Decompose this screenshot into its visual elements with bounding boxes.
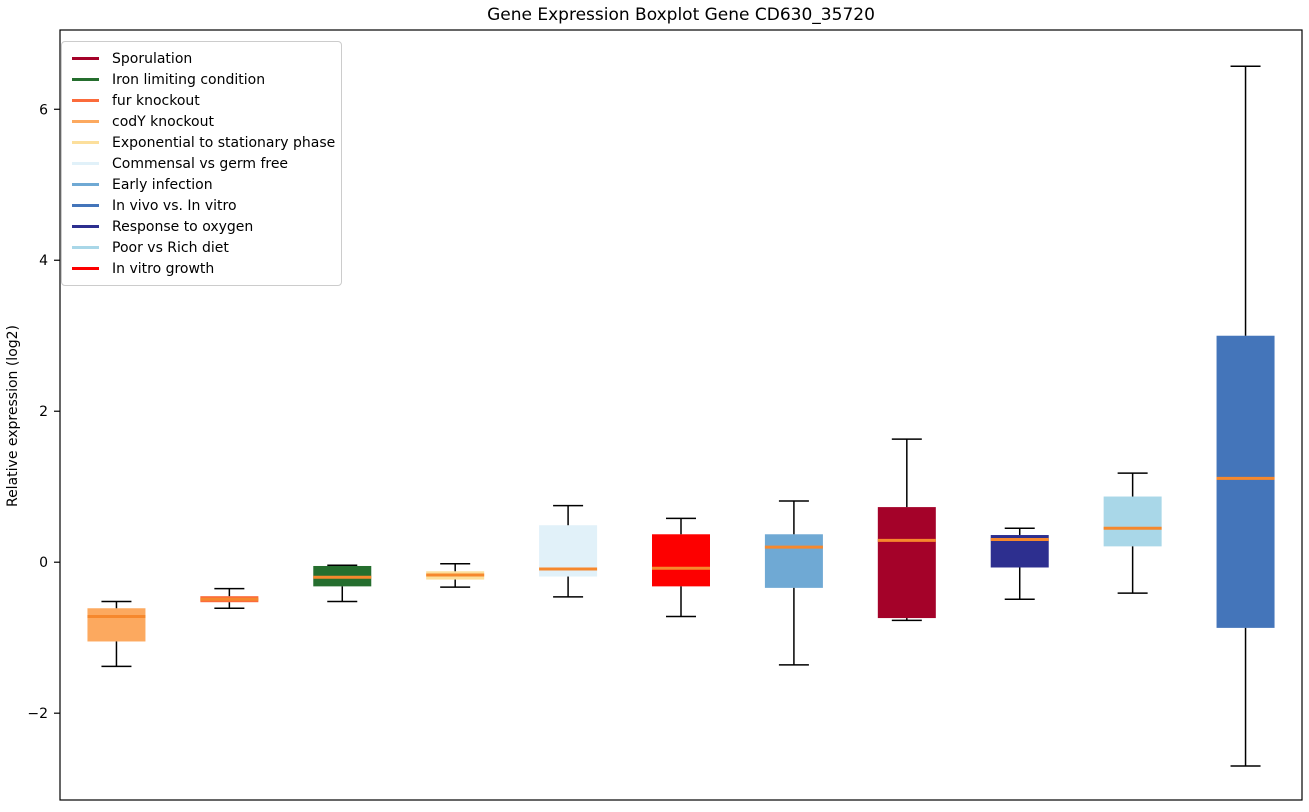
legend-item-exponential-to-stationary-phase: Exponential to stationary phase <box>72 132 335 153</box>
legend-color-swatch <box>72 225 99 228</box>
legend-label: In vitro growth <box>112 260 215 277</box>
legend-color-swatch <box>72 204 99 207</box>
box-early-infection <box>764 534 823 588</box>
box-poor-vs-rich-diet <box>1103 496 1162 547</box>
y-tick-label: 6 <box>39 102 48 118</box>
legend-label: Early infection <box>112 176 213 193</box>
y-tick-label: 0 <box>39 555 48 571</box>
legend-color-swatch <box>72 57 99 60</box>
legend-item-iron-limiting-condition: Iron limiting condition <box>72 69 331 90</box>
legend-color-swatch <box>72 99 99 102</box>
legend-item-in-vitro-growth: In vitro growth <box>72 258 331 279</box>
legend-label: Response to oxygen <box>112 218 254 235</box>
legend-color-swatch <box>72 78 99 81</box>
legend-label: Iron limiting condition <box>112 71 266 88</box>
chart-title: Gene Expression Boxplot Gene CD630_35720 <box>487 5 875 25</box>
legend-color-swatch <box>72 162 99 165</box>
axes-frame <box>59 29 1303 801</box>
y-tick-label: −2 <box>27 706 48 722</box>
legend-item-commensal-vs-germ-free: Commensal vs germ free <box>72 153 331 174</box>
legend-label: Exponential to stationary phase <box>112 134 336 151</box>
legend-item-cody-knockout: codY knockout <box>72 111 331 132</box>
box-in-vitro-growth <box>652 534 710 587</box>
legend-color-swatch <box>72 267 99 270</box>
legend-color-swatch <box>72 246 99 249</box>
legend-item-poor-vs-rich-diet: Poor vs Rich diet <box>72 237 331 258</box>
box-cody-knockout <box>87 608 146 642</box>
legend-box: Sporulation Iron limiting condition fur kn… <box>61 41 342 286</box>
y-tick-label: 2 <box>39 404 48 420</box>
legend-color-swatch <box>72 183 99 186</box>
legend-label: Poor vs Rich diet <box>112 239 229 256</box>
y-axis-label: Relative expression (log2) <box>5 324 21 508</box>
legend-color-swatch <box>72 120 99 123</box>
legend-label: codY knockout <box>112 113 214 130</box>
legend-item-response-to-oxygen: Response to oxygen <box>72 216 331 237</box>
legend-label: In vivo vs. In vitro <box>112 197 237 214</box>
box-sporulation <box>877 507 936 619</box>
legend-item-fur-knockout: fur knockout <box>72 90 331 111</box>
legend-label: Commensal vs germ free <box>112 155 289 172</box>
legend-label: Sporulation <box>112 50 193 67</box>
box-in-vivo-vs-in-vitro <box>1216 335 1275 628</box>
y-tick-label: 4 <box>39 253 48 269</box>
legend-label: fur knockout <box>112 92 200 109</box>
legend-item-in-vivo-vs-in-vitro: In vivo vs. In vitro <box>72 195 331 216</box>
legend-color-swatch <box>72 141 99 144</box>
legend-item-sporulation: Sporulation <box>72 48 331 69</box>
legend-item-early-infection: Early infection <box>72 174 331 195</box>
